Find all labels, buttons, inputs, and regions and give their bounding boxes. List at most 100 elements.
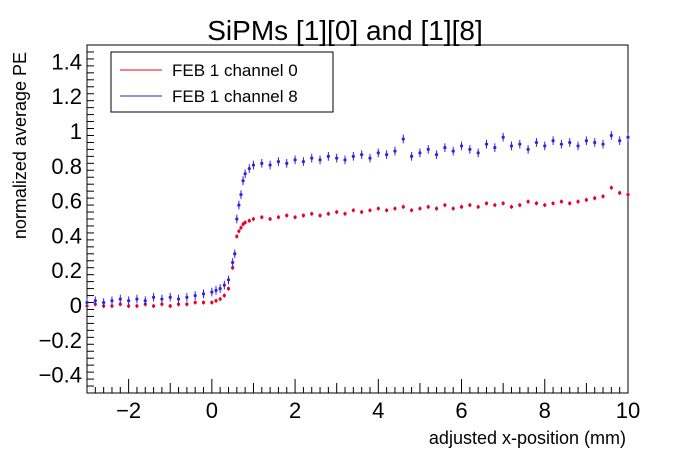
- x-tick-label: 8: [539, 398, 551, 423]
- data-point: [235, 234, 239, 238]
- y-tick-label: −0.4: [39, 363, 82, 388]
- data-point: [310, 212, 314, 216]
- data-point: [310, 156, 314, 160]
- data-point: [493, 146, 497, 150]
- data-point: [385, 208, 389, 212]
- series-1: [85, 131, 630, 307]
- data-point: [135, 297, 139, 301]
- data-point: [201, 300, 206, 305]
- y-tick-label: 0.4: [51, 223, 82, 248]
- data-point: [222, 283, 226, 287]
- data-point: [226, 278, 231, 282]
- data-point: [601, 142, 605, 146]
- data-point: [601, 194, 605, 198]
- data-point: [559, 142, 564, 146]
- data-point: [93, 299, 97, 303]
- data-point: [318, 213, 322, 218]
- data-point: [493, 203, 497, 207]
- data-point: [368, 208, 372, 212]
- legend: FEB 1 channel 0 FEB 1 channel 8: [110, 51, 334, 113]
- data-point: [534, 140, 539, 145]
- data-point: [468, 147, 472, 151]
- data-point: [376, 151, 380, 155]
- data-point: [239, 226, 243, 230]
- y-tick-label: 0.2: [51, 258, 82, 283]
- x-tick-label: 10: [616, 398, 640, 423]
- data-point: [534, 201, 539, 205]
- data-point: [285, 161, 289, 165]
- data-point: [426, 205, 430, 209]
- data-point: [247, 219, 251, 223]
- data-point: [343, 212, 347, 216]
- data-point: [343, 158, 347, 162]
- data-point: [459, 205, 464, 209]
- data-point: [376, 206, 380, 211]
- data-point: [185, 295, 189, 299]
- data-point: [218, 287, 222, 291]
- data-point: [443, 146, 447, 150]
- data-point: [176, 302, 181, 306]
- data-point: [526, 200, 530, 204]
- chart-title: SiPMs [1][0] and [1][8]: [207, 15, 482, 46]
- data-point: [301, 159, 305, 164]
- data-point: [518, 203, 522, 207]
- legend-label-channel-0: FEB 1 channel 0: [172, 61, 298, 80]
- data-point: [102, 300, 106, 305]
- data-point: [110, 299, 114, 303]
- data-point: [237, 203, 241, 207]
- data-point: [476, 151, 480, 155]
- data-point: [318, 158, 322, 162]
- data-point: [543, 144, 547, 148]
- data-point: [568, 140, 572, 145]
- data-point: [243, 220, 247, 225]
- data-point: [618, 139, 622, 143]
- data-point: [543, 203, 547, 207]
- data-point: [418, 206, 422, 211]
- data-point: [233, 252, 237, 256]
- data-point: [401, 205, 405, 209]
- y-tick-label: −0.2: [39, 328, 82, 353]
- y-axis: −0.4 −0.2 0 0.2 0.4 0.6 0.8 1 1.2 1.4: [39, 44, 94, 394]
- data-point: [241, 179, 245, 183]
- data-point: [576, 144, 580, 148]
- data-point: [468, 203, 472, 207]
- data-point: [551, 139, 555, 143]
- data-point: [434, 153, 439, 157]
- data-point: [609, 133, 613, 138]
- data-point: [210, 290, 214, 294]
- data-point: [231, 260, 235, 265]
- data-point: [176, 297, 181, 301]
- data-point: [459, 144, 464, 148]
- data-point: [231, 266, 235, 270]
- data-point: [501, 201, 505, 205]
- y-tick-label: 0.8: [51, 154, 82, 179]
- data-point: [509, 205, 514, 209]
- x-axis: −2 0 2 4 6 8 10: [86, 379, 640, 423]
- data-point: [410, 154, 414, 158]
- data-point: [151, 304, 156, 308]
- data-point: [443, 203, 447, 207]
- data-point: [127, 304, 131, 308]
- data-point: [276, 215, 281, 219]
- data-point: [193, 300, 197, 305]
- data-point: [143, 299, 147, 303]
- data-point: [301, 213, 305, 218]
- data-point: [551, 201, 555, 205]
- legend-label-channel-8: FEB 1 channel 8: [172, 87, 298, 106]
- y-tick-label: 1: [70, 119, 82, 144]
- data-point: [160, 302, 164, 306]
- data-point: [609, 186, 613, 190]
- y-tick-label: 0.6: [51, 189, 82, 214]
- data-point: [226, 287, 231, 291]
- x-axis-label: adjusted x-position (mm): [429, 428, 626, 448]
- data-point: [185, 302, 189, 306]
- data-point: [268, 217, 272, 221]
- data-point: [168, 295, 172, 299]
- data-point: [568, 201, 572, 205]
- data-point: [509, 144, 514, 148]
- data-point: [160, 297, 164, 301]
- data-point: [239, 193, 243, 197]
- data-point: [351, 154, 355, 158]
- data-point: [576, 200, 580, 204]
- data-point: [268, 163, 272, 167]
